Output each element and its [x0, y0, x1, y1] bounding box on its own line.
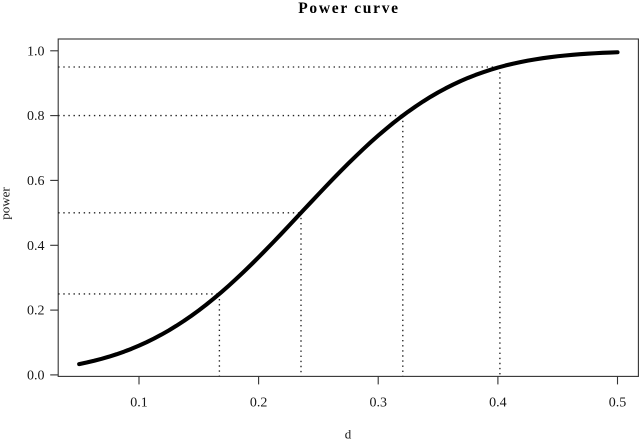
svg-text:0.6: 0.6 — [27, 174, 45, 189]
svg-text:power: power — [0, 187, 13, 220]
svg-text:0.2: 0.2 — [27, 304, 45, 319]
svg-text:0.3: 0.3 — [369, 395, 387, 410]
svg-text:Power curve: Power curve — [298, 0, 399, 17]
svg-text:0.1: 0.1 — [130, 395, 148, 410]
svg-text:d: d — [345, 427, 352, 439]
svg-text:0.2: 0.2 — [250, 395, 268, 410]
svg-text:0.4: 0.4 — [27, 239, 45, 254]
svg-text:1.0: 1.0 — [27, 44, 45, 59]
svg-text:0.5: 0.5 — [609, 395, 627, 410]
svg-text:0.4: 0.4 — [489, 395, 507, 410]
svg-text:0.0: 0.0 — [27, 369, 45, 384]
svg-text:0.8: 0.8 — [27, 109, 45, 124]
